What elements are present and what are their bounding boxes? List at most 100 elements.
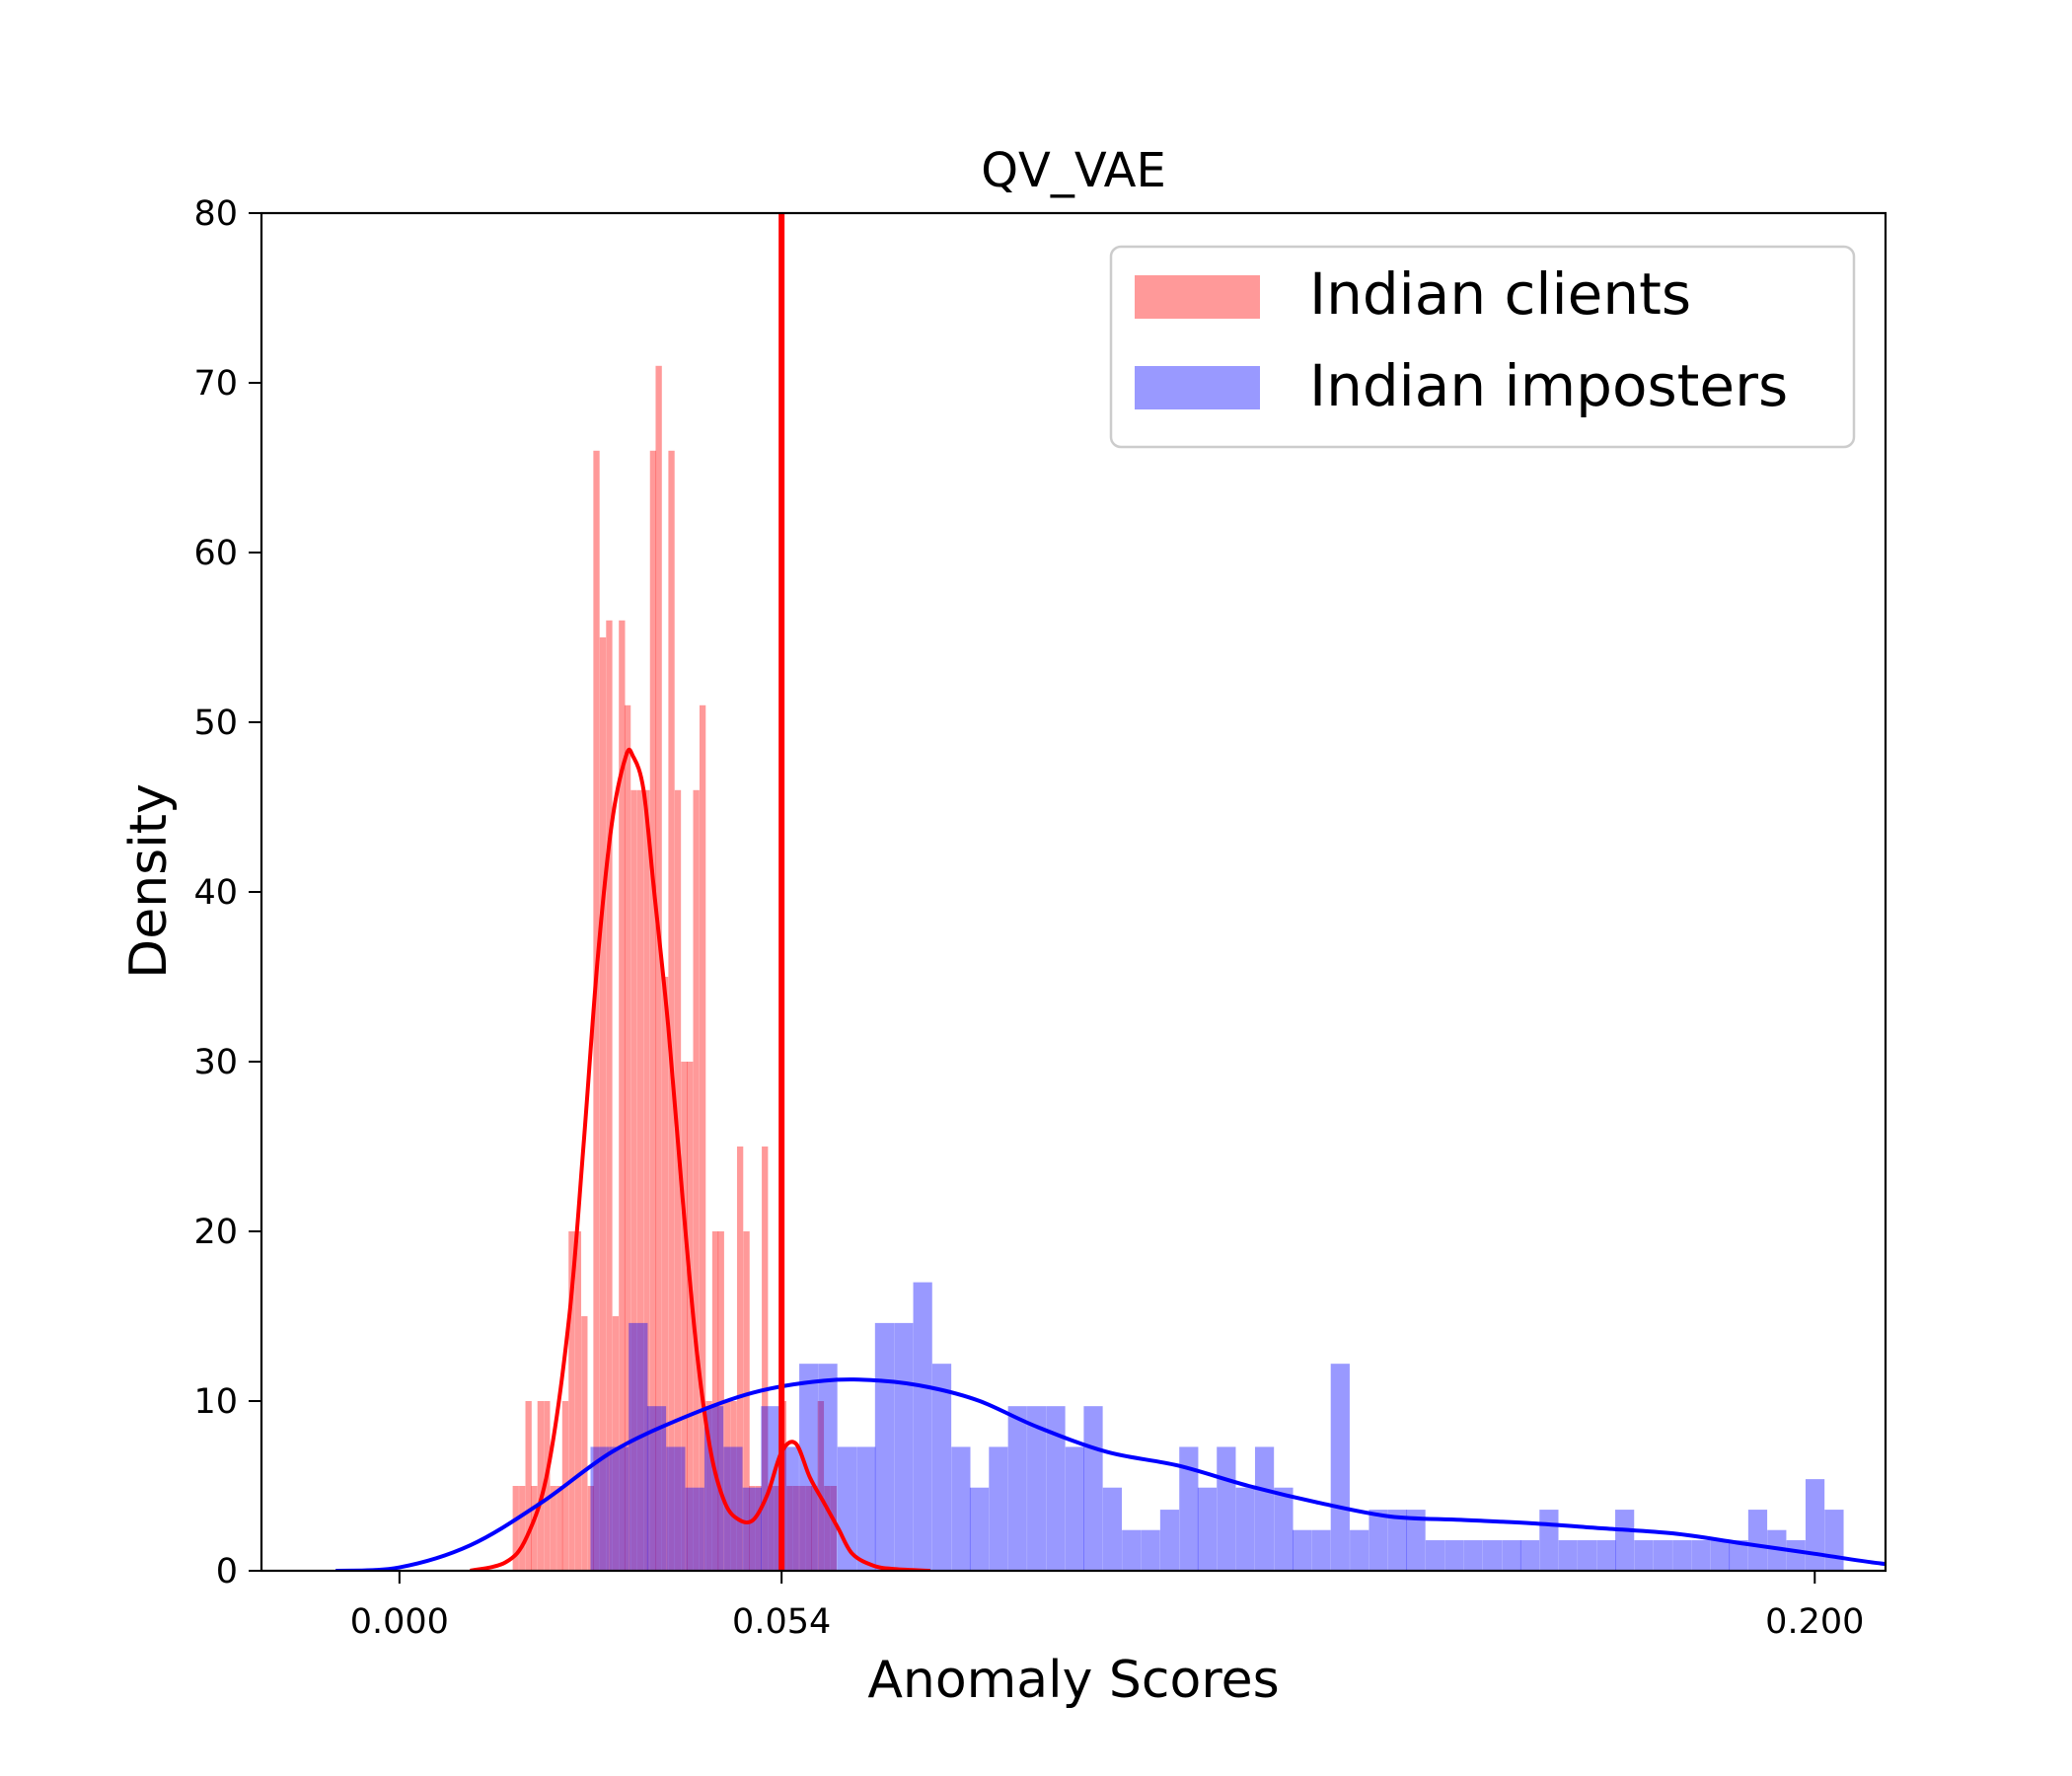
hist-bar-imposters-8 xyxy=(742,1487,762,1571)
y-tick-label: 10 xyxy=(193,1382,238,1422)
hist-bar-imposters-45 xyxy=(1444,1540,1464,1571)
hist-bar-clients-41 xyxy=(768,1486,775,1571)
hist-bar-imposters-28 xyxy=(1122,1529,1142,1571)
y-tick-label: 0 xyxy=(216,1552,238,1591)
hist-bar-imposters-30 xyxy=(1159,1510,1180,1571)
hist-bar-imposters-14 xyxy=(856,1446,876,1571)
hist-bar-imposters-24 xyxy=(1046,1406,1066,1571)
kde-curve-imposters xyxy=(335,1377,1886,1571)
hist-bar-imposters-65 xyxy=(1824,1510,1844,1571)
hist-bar-clients-16 xyxy=(612,1316,620,1571)
hist-bar-imposters-47 xyxy=(1482,1540,1503,1571)
hist-bar-imposters-41 xyxy=(1369,1510,1388,1571)
hist-bar-clients-18 xyxy=(624,704,631,1571)
hist-bar-imposters-58 xyxy=(1691,1540,1711,1571)
hist-bar-imposters-64 xyxy=(1805,1479,1825,1571)
hist-bar-imposters-25 xyxy=(1065,1446,1084,1571)
hist-bar-clients-46 xyxy=(799,1486,806,1571)
x-tick-label: 0.000 xyxy=(350,1602,449,1642)
hist-bar-imposters-11 xyxy=(799,1364,819,1571)
hist-bar-clients-49 xyxy=(817,1401,825,1571)
y-tick-label: 70 xyxy=(193,364,238,404)
hist-bar-clients-4 xyxy=(537,1401,545,1571)
hist-bar-clients-12 xyxy=(587,1486,594,1571)
hist-bar-clients-34 xyxy=(724,1401,731,1571)
hist-bar-imposters-57 xyxy=(1672,1540,1692,1571)
hist-bar-imposters-3 xyxy=(646,1406,667,1571)
histogram-bars xyxy=(512,365,1844,1571)
hist-bar-clients-22 xyxy=(649,450,657,1571)
hist-bar-clients-35 xyxy=(730,1401,737,1571)
hist-bar-clients-36 xyxy=(736,1147,744,1571)
chart-title: QV_VAE xyxy=(981,143,1166,198)
hist-bar-imposters-63 xyxy=(1786,1540,1806,1571)
hist-bar-imposters-42 xyxy=(1387,1510,1408,1571)
hist-bar-imposters-43 xyxy=(1406,1510,1426,1571)
hist-bar-clients-26 xyxy=(674,789,682,1571)
hist-bar-imposters-27 xyxy=(1102,1487,1122,1571)
hist-bar-imposters-23 xyxy=(1027,1406,1047,1571)
hist-bar-clients-15 xyxy=(606,620,613,1571)
hist-bar-imposters-35 xyxy=(1254,1446,1275,1571)
hist-bar-imposters-1 xyxy=(609,1446,629,1571)
kde-curve-clients xyxy=(470,747,930,1571)
hist-bar-imposters-56 xyxy=(1653,1540,1672,1571)
hist-bar-clients-42 xyxy=(774,1486,781,1571)
legend-swatch-imposters xyxy=(1135,366,1260,409)
hist-bar-clients-25 xyxy=(668,450,675,1571)
hist-bar-clients-11 xyxy=(581,1316,588,1571)
hist-bar-clients-39 xyxy=(755,1486,762,1571)
hist-bar-clients-17 xyxy=(619,620,626,1571)
hist-bar-clients-3 xyxy=(531,1486,538,1571)
hist-bar-clients-37 xyxy=(743,1231,750,1571)
legend: Indian clients Indian imposters xyxy=(1109,245,1856,449)
hist-bar-imposters-36 xyxy=(1274,1487,1294,1571)
hist-bar-imposters-39 xyxy=(1330,1364,1350,1571)
hist-bar-imposters-44 xyxy=(1425,1540,1445,1571)
legend-box xyxy=(1109,245,1856,449)
hist-bar-imposters-32 xyxy=(1197,1487,1218,1571)
x-axis-label: Anomaly Scores xyxy=(867,1651,1279,1710)
hist-bar-imposters-17 xyxy=(913,1282,932,1571)
hist-bar-imposters-18 xyxy=(931,1364,952,1571)
hist-bar-imposters-13 xyxy=(837,1446,857,1571)
hist-bar-clients-38 xyxy=(749,1486,756,1571)
hist-bar-clients-47 xyxy=(805,1486,812,1571)
hist-bar-imposters-38 xyxy=(1311,1529,1331,1571)
hist-bar-imposters-48 xyxy=(1502,1540,1521,1571)
hist-bar-imposters-37 xyxy=(1292,1529,1312,1571)
hist-bar-clients-14 xyxy=(599,637,607,1571)
hist-bar-clients-31 xyxy=(705,1401,712,1571)
hist-bar-imposters-33 xyxy=(1217,1446,1236,1571)
hist-bar-imposters-31 xyxy=(1179,1446,1199,1571)
legend-label-clients: Indian clients xyxy=(1309,260,1691,328)
hist-bar-imposters-7 xyxy=(723,1446,743,1571)
x-tick-label: 0.200 xyxy=(1765,1602,1864,1642)
hist-bar-imposters-10 xyxy=(779,1446,799,1571)
y-tick-label: 40 xyxy=(193,873,238,913)
kde-curves xyxy=(335,747,1886,1571)
hist-bar-imposters-34 xyxy=(1235,1487,1255,1571)
hist-bar-imposters-62 xyxy=(1767,1529,1787,1571)
hist-bar-clients-19 xyxy=(630,789,637,1571)
y-tick-label: 30 xyxy=(193,1043,238,1082)
hist-bar-imposters-2 xyxy=(629,1322,648,1571)
hist-bar-clients-21 xyxy=(643,789,650,1571)
hist-bar-clients-40 xyxy=(762,1147,769,1571)
hist-bar-clients-50 xyxy=(824,1486,831,1571)
hist-bar-clients-5 xyxy=(544,1401,551,1571)
hist-bar-clients-29 xyxy=(693,789,700,1571)
hist-bar-imposters-50 xyxy=(1539,1510,1559,1571)
hist-bar-imposters-55 xyxy=(1634,1540,1654,1571)
x-axis-ticks: 0.000 0.054 0.200 xyxy=(350,1571,1864,1642)
hist-bar-imposters-46 xyxy=(1463,1540,1483,1571)
hist-bar-imposters-16 xyxy=(894,1322,914,1571)
y-tick-label: 60 xyxy=(193,534,238,573)
hist-bar-imposters-49 xyxy=(1519,1540,1540,1571)
hist-bar-imposters-12 xyxy=(818,1364,838,1571)
y-axis-label: Density xyxy=(119,783,179,979)
hist-bar-imposters-40 xyxy=(1350,1529,1369,1571)
hist-bar-imposters-15 xyxy=(874,1322,895,1571)
legend-swatch-clients xyxy=(1135,275,1260,319)
